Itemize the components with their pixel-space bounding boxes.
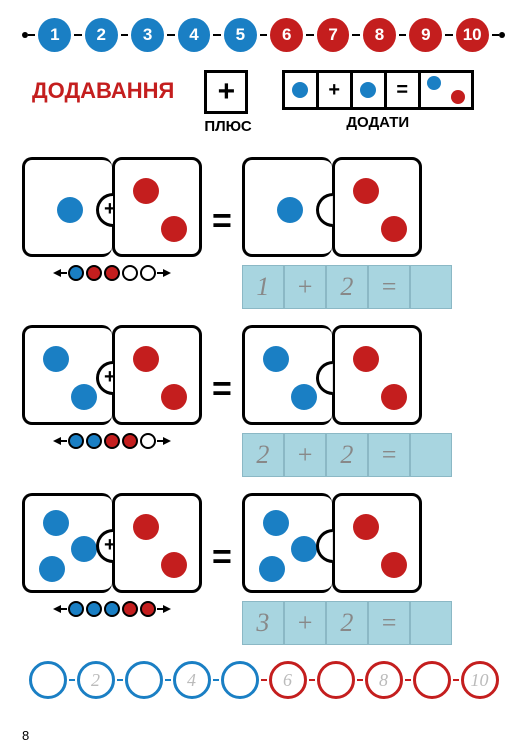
add-definition: + = ДОДАТИ xyxy=(282,70,474,131)
bottom-circle[interactable]: 10 xyxy=(461,661,499,699)
answer-cell[interactable]: 3 xyxy=(242,601,284,645)
bead-row xyxy=(53,601,171,617)
plus-icon: + xyxy=(104,534,116,557)
puzzle-result xyxy=(242,493,452,593)
puzzle-left: + xyxy=(22,325,202,425)
answer-boxes[interactable]: 3+2= xyxy=(242,601,452,645)
puzzle-result xyxy=(242,325,452,425)
chain-ball: 8 xyxy=(363,18,396,52)
chain-ball: 2 xyxy=(85,18,118,52)
answer-cell[interactable]: + xyxy=(284,433,326,477)
bottom-circle[interactable] xyxy=(413,661,451,699)
chain-ball: 10 xyxy=(456,18,489,52)
bottom-circle[interactable]: 6 xyxy=(269,661,307,699)
equals-sign: = xyxy=(212,370,232,409)
plus-icon: + xyxy=(104,198,116,221)
answer-cell[interactable] xyxy=(410,601,452,645)
addition-row: +=1+2= xyxy=(22,157,505,309)
bottom-circle[interactable] xyxy=(125,661,163,699)
header: ДОДАВАННЯ + ПЛЮС + = ДОДАТИ xyxy=(22,70,505,135)
answer-boxes[interactable]: 1+2= xyxy=(242,265,452,309)
answer-cell[interactable]: = xyxy=(368,601,410,645)
chain-ball: 7 xyxy=(317,18,350,52)
answer-cell[interactable]: 2 xyxy=(326,433,368,477)
answer-cell[interactable] xyxy=(410,265,452,309)
bottom-circle[interactable] xyxy=(221,661,259,699)
puzzle-left: + xyxy=(22,157,202,257)
answer-cell[interactable]: 2 xyxy=(242,433,284,477)
bottom-circle[interactable]: 2 xyxy=(77,661,115,699)
answer-cell[interactable]: = xyxy=(368,265,410,309)
addition-row: +=2+2= xyxy=(22,325,505,477)
puzzle-result xyxy=(242,157,452,257)
bottom-circle[interactable] xyxy=(317,661,355,699)
answer-boxes[interactable]: 2+2= xyxy=(242,433,452,477)
bead-row xyxy=(53,265,171,281)
chain-ball: 6 xyxy=(270,18,303,52)
chain-ball: 1 xyxy=(38,18,71,52)
answer-cell[interactable]: + xyxy=(284,265,326,309)
answer-cell[interactable]: 1 xyxy=(242,265,284,309)
add-label: ДОДАТИ xyxy=(282,114,474,131)
equals-sign: = xyxy=(212,538,232,577)
bottom-circle[interactable]: 4 xyxy=(173,661,211,699)
equals-sign: = xyxy=(212,202,232,241)
chain-ball: 4 xyxy=(178,18,211,52)
puzzle-left: + xyxy=(22,493,202,593)
page-number: 8 xyxy=(22,728,29,743)
add-example-box: + = xyxy=(282,70,474,110)
plus-label: ПЛЮС xyxy=(204,118,251,135)
title: ДОДАВАННЯ xyxy=(32,78,174,104)
plus-definition: + ПЛЮС xyxy=(204,70,251,135)
addition-row: +=3+2= xyxy=(22,493,505,645)
top-number-chain: 123456789 10 xyxy=(22,18,505,52)
chain-ball: 9 xyxy=(409,18,442,52)
bead-row xyxy=(53,433,171,449)
plus-icon: + xyxy=(104,366,116,389)
chain-ball: 5 xyxy=(224,18,257,52)
answer-cell[interactable]: 2 xyxy=(326,601,368,645)
answer-cell[interactable] xyxy=(410,433,452,477)
answer-cell[interactable]: 2 xyxy=(326,265,368,309)
bottom-chain: 2 4 6 8 10 xyxy=(22,661,505,699)
chain-ball: 3 xyxy=(131,18,164,52)
bottom-circle[interactable]: 8 xyxy=(365,661,403,699)
answer-cell[interactable]: = xyxy=(368,433,410,477)
answer-cell[interactable]: + xyxy=(284,601,326,645)
plus-symbol: + xyxy=(204,70,248,114)
bottom-circle[interactable] xyxy=(29,661,67,699)
